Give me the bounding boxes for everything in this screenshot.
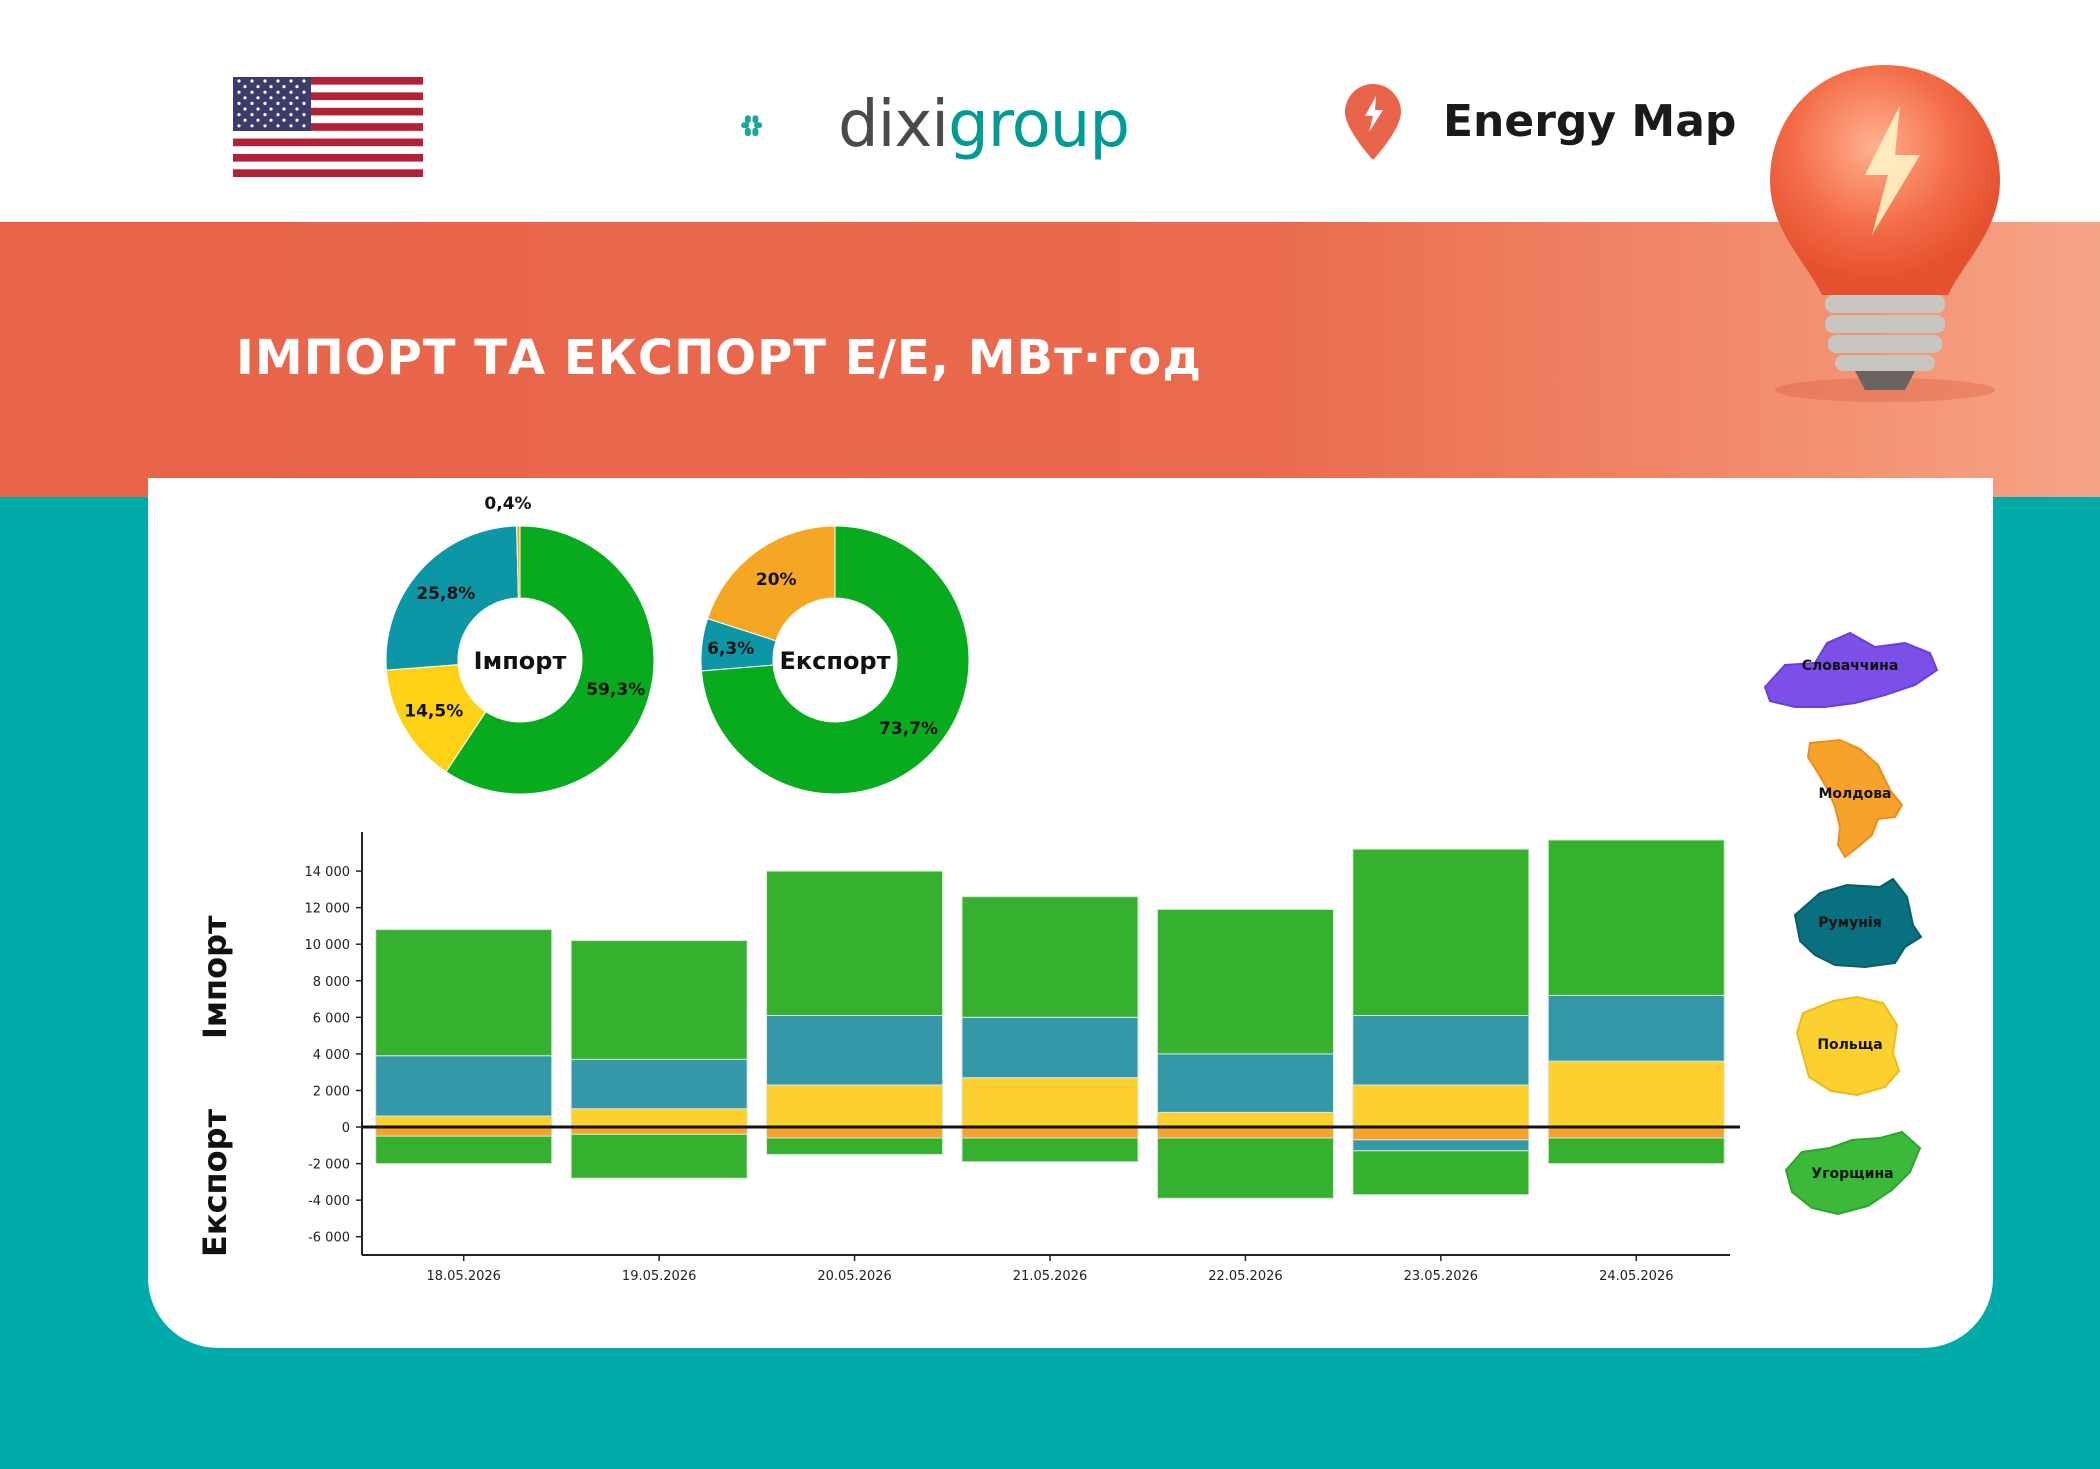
bar-import-Угорщина bbox=[375, 929, 553, 1057]
bar-import-Угорщина bbox=[961, 896, 1139, 1018]
bar-export-Угорщина bbox=[1352, 1150, 1530, 1196]
legend-romania: Румунія bbox=[1818, 915, 1882, 931]
slice-label-0: 59,3% bbox=[586, 680, 645, 700]
bar-import-Угорщина bbox=[1547, 839, 1725, 996]
page-title: ІМПОРТ ТА ЕКСПОРТ Е/Е, МВт·год bbox=[236, 330, 1202, 386]
y-tick-label: 12 000 bbox=[305, 902, 351, 917]
x-tick-label: 18.05.2026 bbox=[426, 1269, 500, 1284]
dixigroup-wordmark: dixigroup bbox=[838, 88, 1130, 162]
bar-import-Польща bbox=[961, 1077, 1139, 1128]
y-tick-label: 4 000 bbox=[313, 1048, 350, 1063]
bar-export-Молдова bbox=[1156, 1126, 1334, 1139]
bar-export-Молдова bbox=[1352, 1126, 1530, 1141]
y-tick-label: -4 000 bbox=[308, 1194, 350, 1209]
y-tick-label: 8 000 bbox=[313, 975, 350, 990]
bar-import-Румунія bbox=[1156, 1053, 1334, 1113]
slice-label-3: 0,4% bbox=[484, 494, 531, 514]
legend-poland: Польща bbox=[1817, 1037, 1883, 1053]
slice-0 bbox=[700, 525, 970, 795]
dixigroup-logo-icon bbox=[741, 115, 763, 137]
bar-import-Угорщина bbox=[570, 940, 748, 1060]
bar-import-Польща bbox=[1156, 1111, 1334, 1128]
export-side-label: Експорт bbox=[196, 1108, 234, 1257]
bar-import-Польща bbox=[766, 1084, 944, 1128]
moldova-map-icon bbox=[1806, 738, 1904, 859]
romania-map-icon bbox=[1793, 877, 1923, 969]
bar-import-Румунія bbox=[766, 1015, 944, 1086]
bar-import-Угорщина bbox=[1352, 848, 1530, 1017]
hungary-map-icon bbox=[1784, 1130, 1922, 1216]
slice-label-1: 14,5% bbox=[404, 702, 463, 722]
bar-import-Польща bbox=[570, 1108, 748, 1128]
bar-import-Румунія bbox=[570, 1058, 748, 1110]
bar-export-Угорщина bbox=[1547, 1137, 1725, 1165]
bar-export-Румунія bbox=[1352, 1139, 1530, 1152]
bar-export-Угорщина bbox=[766, 1137, 944, 1155]
slice-2 bbox=[706, 525, 836, 642]
import-side-label: Імпорт bbox=[196, 915, 234, 1039]
us-flag-icon[interactable] bbox=[233, 77, 423, 177]
bar-export-Молдова bbox=[961, 1126, 1139, 1139]
y-tick-label: 10 000 bbox=[305, 938, 351, 953]
y-tick-label: -6 000 bbox=[308, 1231, 350, 1246]
title-banner bbox=[0, 222, 2100, 497]
bar-export-Молдова bbox=[766, 1126, 944, 1139]
stacked-bar-chart: 14 000 12 000 10 000 8 000 6 000 4 000 2 000 0 -… bbox=[305, 832, 1740, 1284]
bar-import-Румунія bbox=[1352, 1015, 1530, 1086]
light-bulb-icon bbox=[1770, 65, 2000, 402]
legend-hungary: Угорщина bbox=[1811, 1166, 1894, 1182]
energy-map-pin-icon bbox=[1345, 84, 1401, 160]
x-tick-label: 22.05.2026 bbox=[1208, 1269, 1282, 1284]
bar-import-Польща bbox=[1352, 1084, 1530, 1128]
bar-export-Угорщина bbox=[1156, 1137, 1334, 1199]
energy-map-title: Energy Map bbox=[1443, 96, 1737, 147]
y-tick-label: 6 000 bbox=[313, 1011, 350, 1026]
bar-import-Румунія bbox=[961, 1016, 1139, 1079]
bar-export-Угорщина bbox=[375, 1135, 553, 1165]
slice-0 bbox=[445, 525, 655, 795]
donut-center-title: Імпорт bbox=[474, 647, 567, 675]
slice-label-0: 73,7% bbox=[879, 719, 938, 739]
x-tick-label: 21.05.2026 bbox=[1013, 1269, 1087, 1284]
bar-export-Угорщина bbox=[961, 1137, 1139, 1163]
bar-import-Угорщина bbox=[1156, 908, 1334, 1055]
y-tick-label: 2 000 bbox=[313, 1084, 350, 1099]
x-tick-label: 20.05.2026 bbox=[817, 1269, 891, 1284]
legend-slovakia: Словаччина bbox=[1801, 658, 1899, 674]
x-tick-label: 24.05.2026 bbox=[1599, 1269, 1673, 1284]
x-tick-label: 23.05.2026 bbox=[1404, 1269, 1478, 1284]
bar-import-Угорщина bbox=[766, 870, 944, 1017]
y-tick-label: 14 000 bbox=[305, 865, 351, 880]
bar-import-Румунія bbox=[375, 1055, 553, 1117]
bar-export-Молдова bbox=[1547, 1126, 1725, 1139]
bar-import-Румунія bbox=[1547, 994, 1725, 1062]
bar-import-Польща bbox=[375, 1115, 553, 1128]
export-donut-chart: 73,7% 6,3% 20% Експорт bbox=[700, 525, 970, 795]
slice-label-2: 20% bbox=[756, 570, 797, 590]
x-tick-label: 19.05.2026 bbox=[622, 1269, 696, 1284]
y-tick-label: 0 bbox=[342, 1121, 350, 1136]
slice-label-1: 6,3% bbox=[707, 639, 754, 659]
slovakia-map-icon bbox=[1763, 631, 1939, 708]
bar-import-Польща bbox=[1547, 1060, 1725, 1128]
legend-moldova: Молдова bbox=[1818, 786, 1892, 802]
poland-map-icon bbox=[1795, 995, 1901, 1097]
y-tick-label: -2 000 bbox=[308, 1158, 350, 1173]
slice-3 bbox=[516, 525, 521, 599]
slice-label-2: 25,8% bbox=[416, 584, 475, 604]
import-donut-chart: 59,3% 14,5% 25,8% 0,4% Імпорт bbox=[385, 494, 655, 795]
bar-export-Угорщина bbox=[570, 1133, 748, 1179]
donut-center-title: Експорт bbox=[779, 647, 890, 675]
slice-2 bbox=[385, 525, 519, 671]
